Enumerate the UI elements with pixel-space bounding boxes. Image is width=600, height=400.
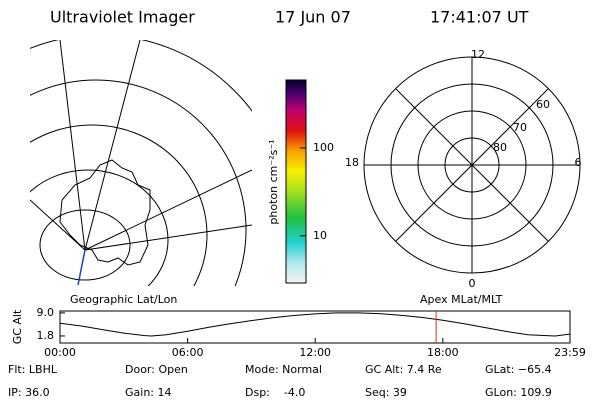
x-tick-label: 23:59 bbox=[554, 346, 586, 359]
info-field: GLat: −65.4 bbox=[485, 363, 552, 376]
polar-label: 60 bbox=[536, 98, 550, 111]
date: 17 Jun 07 bbox=[275, 8, 351, 27]
info-field: Gain: 14 bbox=[125, 386, 172, 399]
polar-label: 18 bbox=[345, 156, 359, 169]
info-field: GLon: 109.9 bbox=[485, 386, 552, 399]
title: Ultraviolet Imager bbox=[50, 8, 195, 27]
colorbar bbox=[285, 79, 307, 284]
info-field: IP: 36.0 bbox=[8, 386, 50, 399]
x-tick-label: 18:00 bbox=[427, 346, 459, 359]
x-tick-label: 00:00 bbox=[44, 346, 76, 359]
map-label-right: Apex MLat/MLT bbox=[420, 293, 503, 306]
info-field: Door: Open bbox=[125, 363, 188, 376]
info-field: Flt: LBHL bbox=[8, 363, 58, 376]
polar-label: 80 bbox=[493, 141, 507, 154]
info-field: GC Alt: 7.4 Re bbox=[365, 363, 442, 376]
info-field: Dsp: -4.0 bbox=[245, 386, 305, 399]
polar-grid bbox=[363, 56, 581, 274]
x-tick-label: 06:00 bbox=[172, 346, 204, 359]
polar-label: 70 bbox=[513, 121, 527, 134]
polar-label: 12 bbox=[471, 48, 485, 61]
info-field: Mode: Normal bbox=[245, 363, 322, 376]
colorbar-tick-label: 10 bbox=[313, 229, 327, 242]
y-tick-label: 9.0 bbox=[37, 306, 55, 319]
time: 17:41:07 UT bbox=[430, 8, 529, 27]
y-tick-label: 1.8 bbox=[37, 329, 55, 342]
map-label-left: Geographic Lat/Lon bbox=[70, 293, 177, 306]
polar-label: 6 bbox=[575, 156, 582, 169]
colorbar-tick-label: 100 bbox=[313, 141, 334, 154]
x-tick-label: 12:00 bbox=[299, 346, 331, 359]
info-field: Seq: 39 bbox=[365, 386, 407, 399]
polar-label: 0 bbox=[469, 277, 476, 290]
colorbar-label: photon cm⁻²s⁻¹ bbox=[267, 139, 280, 224]
map bbox=[30, 40, 252, 286]
altitude-line bbox=[59, 312, 571, 337]
y-axis-label: GC Alt bbox=[11, 309, 24, 344]
